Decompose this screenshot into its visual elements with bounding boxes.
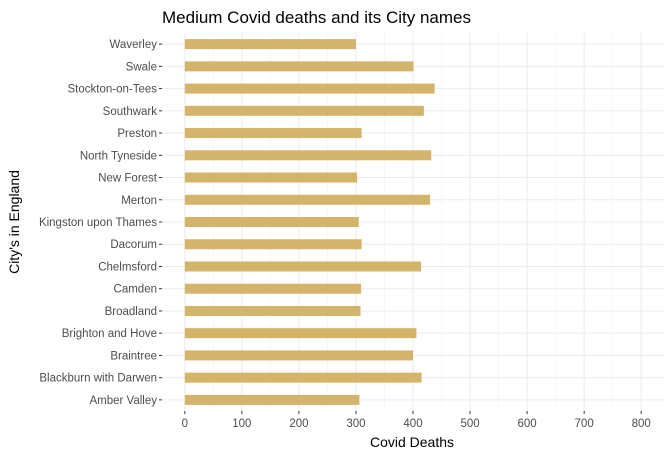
y-tick-label: Preston <box>117 128 157 140</box>
x-axis-ticks: 0 100 200 300 400 500 600 700 800 <box>182 411 651 430</box>
bar <box>184 105 424 116</box>
bar <box>184 194 431 205</box>
bar <box>184 328 417 339</box>
y-tick-label: Stockton-on-Tees <box>68 84 158 96</box>
bar <box>184 372 422 383</box>
y-tick-label: Merton <box>121 195 157 207</box>
x-tick-label: 400 <box>403 418 422 430</box>
y-tick-label: North Tyneside <box>80 150 157 162</box>
x-tick-label: 300 <box>346 418 365 430</box>
x-tick-label: 500 <box>460 418 479 430</box>
bar <box>184 261 421 272</box>
y-tick-label: Waverley <box>110 39 158 51</box>
bar <box>184 305 361 316</box>
y-tick-label: Brighton and Hove <box>62 328 157 340</box>
x-tick-label: 0 <box>182 418 188 430</box>
y-tick-label: Amber Valley <box>89 395 157 407</box>
y-tick-label: Chelmsford <box>98 261 157 273</box>
x-axis-title: Covid Deaths <box>370 434 454 450</box>
y-tick-label: New Forest <box>98 173 158 185</box>
y-axis-ticks: Waverley Swale Stockton-on-Tees Southwark Pr… <box>39 39 162 407</box>
bar <box>184 128 362 139</box>
chart-title: Medium Covid deaths and its City names <box>162 8 471 27</box>
bar <box>184 216 359 228</box>
x-tick-label: 200 <box>289 418 308 430</box>
bar <box>184 150 432 161</box>
y-tick-label: Southwark <box>103 106 158 118</box>
bar <box>184 39 356 50</box>
y-tick-label: Blackburn with Darwen <box>39 373 157 385</box>
bar <box>184 239 362 250</box>
bar <box>184 350 413 361</box>
bar <box>184 394 360 405</box>
y-axis-title: City's in England <box>6 170 22 274</box>
y-tick-label: Dacorum <box>110 239 157 251</box>
x-tick-label: 700 <box>575 418 594 430</box>
bar <box>184 172 358 183</box>
x-tick-label: 600 <box>517 418 536 430</box>
bar <box>184 283 362 294</box>
bar <box>184 61 414 72</box>
x-tick-label: 800 <box>632 418 651 430</box>
bar <box>184 83 435 94</box>
y-tick-label: Camden <box>114 284 157 296</box>
y-tick-label: Kingston upon Thames <box>39 217 157 229</box>
x-tick-label: 100 <box>232 418 251 430</box>
bars <box>184 39 435 405</box>
y-tick-label: Swale <box>126 61 157 73</box>
y-tick-label: Broadland <box>105 306 157 318</box>
y-tick-label: Braintree <box>110 350 157 362</box>
